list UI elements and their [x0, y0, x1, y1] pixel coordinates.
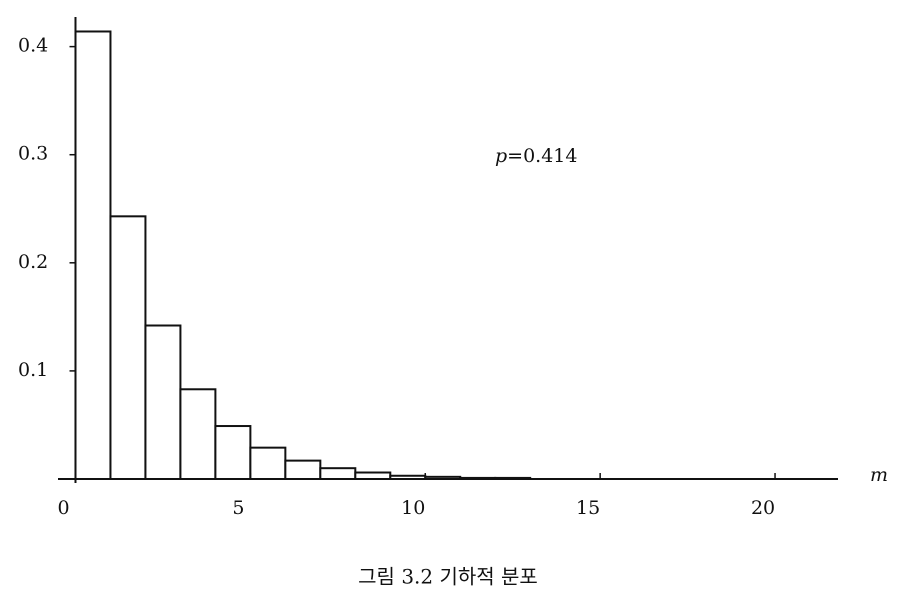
x-tick-label: 0	[57, 497, 69, 519]
y-tick-label: 0.3	[18, 143, 48, 165]
y-tick-label: 0.4	[18, 35, 48, 57]
bar	[179, 388, 217, 480]
x-axis-label: m	[870, 464, 888, 486]
caption: 그림 3.2 기하적 분포	[358, 565, 538, 589]
annotation-text: =0.414	[507, 145, 577, 167]
bar	[319, 467, 357, 481]
x-tick-label: 20	[751, 497, 775, 519]
bar	[74, 30, 112, 480]
x-tick-label: 10	[401, 497, 425, 519]
annotation: p=0.414	[495, 145, 578, 167]
annotation-symbol: p	[495, 145, 507, 167]
y-tick-label: 0.1	[18, 359, 48, 381]
bar	[144, 324, 182, 480]
x-tick-label: 5	[232, 497, 244, 519]
bar	[249, 446, 287, 480]
bar	[284, 459, 322, 480]
x-tick-label: 15	[576, 497, 600, 519]
bar	[214, 425, 252, 480]
y-tick-label: 0.2	[18, 251, 48, 273]
bar	[109, 215, 147, 480]
